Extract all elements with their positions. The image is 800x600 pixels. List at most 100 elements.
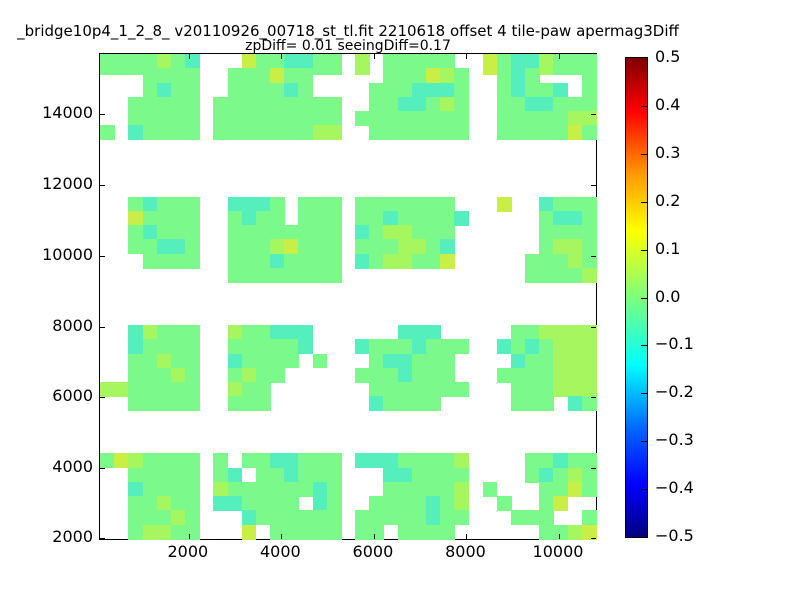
y-axis-tick-label: 4000	[52, 457, 93, 477]
heatmap-cell	[128, 496, 144, 512]
heatmap-cell	[355, 253, 370, 269]
heatmap-cell	[156, 225, 172, 241]
heatmap-cell	[397, 510, 413, 526]
heatmap-cell	[496, 111, 512, 126]
tick-mark	[591, 184, 596, 186]
heatmap-cell	[411, 353, 427, 369]
heatmap-cell	[312, 267, 328, 283]
heatmap-cell	[539, 239, 555, 255]
heatmap-cell	[312, 225, 328, 241]
heatmap-cell	[397, 353, 413, 369]
heatmap-cell	[255, 496, 271, 512]
heatmap-cell	[383, 510, 399, 526]
heatmap-cell	[326, 96, 342, 112]
heatmap-cell	[312, 239, 328, 255]
heatmap-cell	[156, 453, 172, 469]
y-axis-tick-label: 8000	[52, 315, 93, 335]
heatmap-cell	[255, 325, 271, 340]
heatmap-cell	[383, 396, 399, 412]
heatmap-cell	[355, 367, 370, 383]
heatmap-cell	[312, 210, 328, 226]
heatmap-cell	[312, 467, 328, 483]
heatmap-cell	[496, 82, 512, 98]
heatmap-cell	[312, 510, 328, 526]
heatmap-cell	[241, 225, 257, 241]
heatmap-cell	[411, 524, 427, 540]
heatmap-cell	[553, 210, 569, 226]
heatmap-cell	[326, 54, 342, 75]
heatmap-cell	[241, 481, 257, 497]
heatmap-cell	[227, 267, 243, 283]
heatmap-cell	[397, 524, 413, 540]
heatmap-cell	[185, 510, 200, 526]
heatmap-cell	[553, 111, 569, 126]
tick-mark	[558, 54, 560, 59]
heatmap-cell	[156, 239, 172, 255]
heatmap-cell	[185, 481, 200, 497]
heatmap-cell	[270, 82, 285, 98]
heatmap-cell	[255, 481, 271, 497]
heatmap-cell	[553, 196, 569, 212]
heatmap-cell	[170, 510, 186, 526]
heatmap-cell	[369, 367, 385, 383]
heatmap-cell	[185, 196, 200, 212]
heatmap-cell	[312, 353, 328, 369]
heatmap-cell	[170, 325, 186, 340]
heatmap-cell	[270, 111, 285, 126]
heatmap-cell	[170, 253, 186, 269]
heatmap-cell	[411, 496, 427, 512]
heatmap-cell	[567, 125, 583, 141]
heatmap-cell	[156, 496, 172, 512]
heatmap-cell	[142, 510, 158, 526]
heatmap-cell	[227, 353, 243, 369]
heatmap-cell	[411, 253, 427, 269]
heatmap-cell	[383, 225, 399, 241]
heatmap-cell	[227, 467, 243, 483]
colorbar-tick-label: 0.4	[655, 94, 681, 114]
heatmap-cell	[581, 125, 597, 141]
heatmap-cell	[142, 339, 158, 355]
heatmap-cell	[440, 467, 455, 483]
heatmap-cell	[369, 496, 385, 512]
heatmap-cell	[383, 111, 399, 126]
heatmap-cell	[397, 496, 413, 512]
heatmap-cell	[312, 96, 328, 112]
heatmap-cell	[397, 367, 413, 383]
heatmap-cell	[425, 210, 441, 226]
heatmap-cell	[284, 267, 299, 283]
heatmap-cell	[440, 225, 455, 241]
heatmap-cell	[510, 367, 526, 383]
colorbar-tick-label: 0.3	[655, 142, 681, 162]
heatmap-cell	[355, 339, 370, 355]
heatmap-cell	[567, 353, 583, 369]
heatmap-cell	[326, 210, 342, 226]
heatmap-cell	[270, 467, 285, 483]
heatmap-cell	[241, 496, 257, 512]
tick-mark	[281, 54, 283, 59]
heatmap-cell	[128, 367, 144, 383]
x-axis-tick-label: 4000	[260, 542, 301, 561]
heatmap-cell	[581, 353, 597, 369]
colorbar-gradient	[626, 58, 647, 537]
heatmap-cell	[156, 325, 172, 340]
heatmap-cell	[383, 467, 399, 483]
heatmap-cell	[397, 453, 413, 469]
heatmap-cell	[284, 467, 299, 483]
heatmap-cell	[383, 353, 399, 369]
heatmap-cell	[454, 467, 470, 483]
heatmap-cell	[369, 396, 385, 412]
heatmap-cell	[355, 210, 370, 226]
heatmap-cell	[227, 396, 243, 412]
heatmap-cell	[255, 510, 271, 526]
heatmap-cell	[312, 524, 328, 540]
heatmap-cell	[425, 353, 441, 369]
tick-mark	[188, 54, 190, 59]
heatmap-cell	[454, 481, 470, 497]
heatmap-cell	[185, 367, 200, 383]
heatmap-cell	[213, 481, 229, 497]
heatmap-cell	[581, 239, 597, 255]
colorbar-tick-label: −0.3	[655, 430, 694, 450]
heatmap-cell	[397, 396, 413, 412]
heatmap-cell	[270, 196, 285, 212]
heatmap-cell	[496, 68, 512, 84]
